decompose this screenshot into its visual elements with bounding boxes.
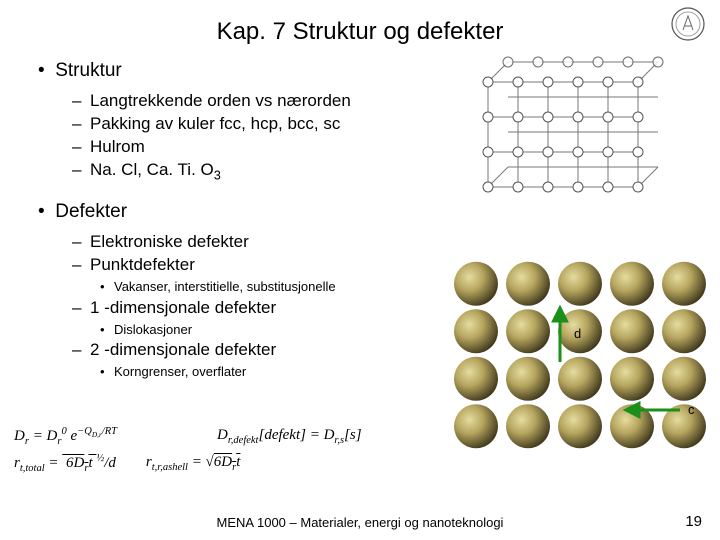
section2-label: Defekter — [55, 201, 127, 222]
university-seal-icon — [670, 6, 706, 42]
equations-block: Dr = Dr0 e−QD,r/RT Dr,defekt[defekt] = D… — [14, 426, 454, 496]
slide-footer: MENA 1000 – Materialer, energi og nanote… — [0, 515, 720, 530]
defekter-item-0: –Elektroniske defekter — [72, 231, 696, 254]
equation-1: Dr = Dr0 e−QD,r/RT — [14, 426, 117, 447]
equation-3: rt,total = 6Drt ½/d — [14, 453, 116, 474]
section1-label: Struktur — [55, 60, 122, 81]
equation-4: rt,r,ashell = √6Drt — [146, 454, 240, 473]
arrow-label-d: d — [574, 326, 581, 341]
arrow-label-c: c — [688, 402, 695, 417]
lattice-diagram — [478, 42, 688, 210]
atom-grid-diagram: d c — [450, 260, 710, 450]
equation-2: Dr,defekt[defekt] = Dr,s[s] — [217, 427, 362, 446]
page-number: 19 — [685, 513, 702, 530]
